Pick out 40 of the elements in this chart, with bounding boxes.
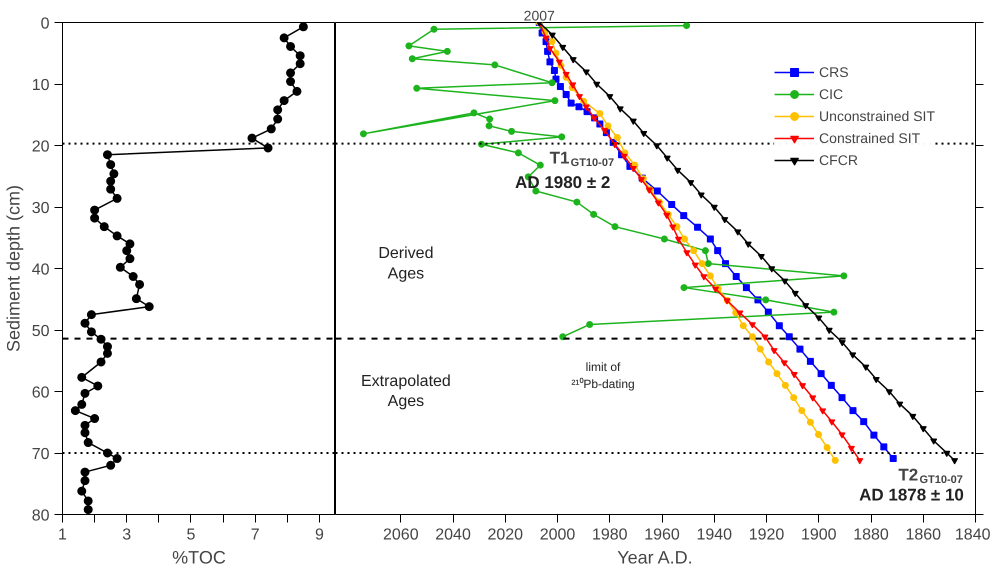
x-tick-label: 1900	[800, 526, 837, 544]
annotation: ²¹⁰Pb-dating	[571, 377, 635, 392]
x-axis-title: %TOC	[172, 548, 226, 568]
y-tick-label: 30	[32, 200, 50, 217]
annotation: AD 1878 ± 10	[859, 485, 964, 504]
y-tick-label: 80	[32, 508, 50, 524]
x-tick-label: 1	[58, 526, 68, 544]
x-tick-label: 7	[250, 526, 260, 544]
y-tick-label: 20	[32, 138, 50, 156]
legend-label: Constrained SIT	[819, 130, 920, 146]
x-tick-label: 1980	[592, 526, 628, 544]
y-tick-label: 40	[32, 262, 50, 278]
y-axis-title: Sediment depth (cm)	[4, 184, 24, 352]
legend-label: Unconstrained SIT	[819, 108, 935, 124]
x-tick-label: 1940	[696, 526, 732, 544]
x-tick-label: 1840	[954, 526, 991, 544]
x-tick-label: 2040	[435, 526, 471, 544]
y-tick-label: 70	[32, 446, 50, 463]
x-tick-label: 2060	[383, 526, 419, 544]
annotation: Extrapolated Ages	[360, 372, 451, 410]
x-tick-label: 9	[314, 526, 324, 544]
legend-label: CFCR	[819, 152, 858, 168]
y-tick-label: 10	[32, 77, 50, 94]
x-tick-label: 1880	[853, 526, 889, 544]
x-tick-label: 2000	[540, 526, 576, 544]
annotation: Derived Ages	[378, 244, 434, 282]
x-tick-label: 1960	[644, 526, 680, 544]
legend-label: CRS	[819, 64, 849, 80]
y-tick-label: 60	[32, 384, 50, 402]
x-tick-label: 3	[122, 526, 132, 544]
x-tick-label: 2020	[488, 526, 524, 544]
x-tick-label: 1860	[905, 526, 942, 544]
x-tick-label: 1920	[748, 526, 784, 544]
x-axis-title: Year A.D.	[617, 548, 693, 568]
y-tick-label: 50	[32, 323, 50, 340]
x-tick-label: 5	[186, 526, 196, 544]
annotation: limit of	[586, 360, 622, 374]
y-tick-label: 0	[40, 16, 50, 32]
legend-label: CIC	[819, 86, 844, 102]
annotation: 2007	[524, 8, 556, 24]
